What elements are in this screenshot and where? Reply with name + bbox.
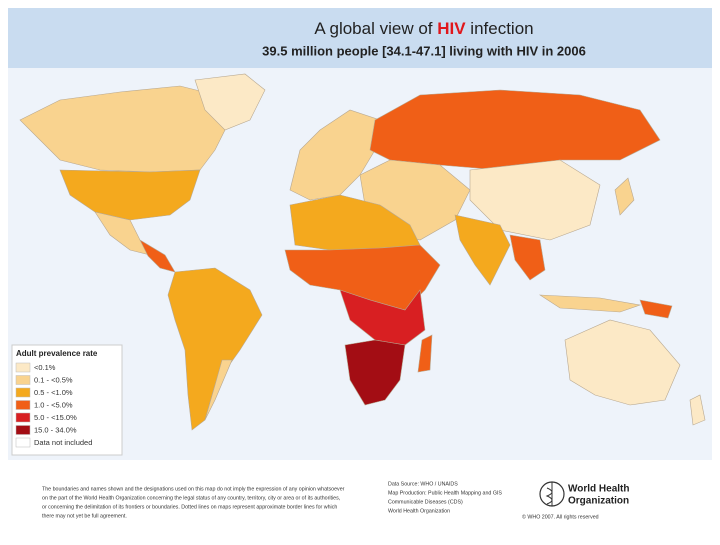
legend-label: 0.1 - <0.5%: [34, 375, 73, 384]
legend-swatch: [15, 400, 31, 410]
legend-swatch: [15, 362, 31, 373]
disclaimer-line: The boundaries and names shown and the d…: [42, 486, 345, 492]
copyright: © WHO 2007. All rights reserved: [522, 513, 599, 520]
legend-label: <0.1%: [34, 363, 56, 372]
china: [469, 159, 601, 241]
legend-box: [11, 344, 123, 456]
legend-title: Adult prevalence rate: [16, 349, 98, 358]
india: [454, 214, 511, 286]
canada: [19, 85, 231, 173]
legend-swatch: [15, 425, 31, 435]
source: Data Source: WHO / UNAIDS Map Production:…: [388, 481, 502, 514]
source-line: Communicable Diseases (CDS): [388, 499, 463, 505]
legend-swatch: [15, 387, 31, 398]
legend-swatch: [15, 375, 31, 385]
title-part: A global view of: [314, 19, 437, 38]
disclaimer-line: on the part of the World Health Organiza…: [42, 495, 340, 501]
japan: [614, 177, 635, 216]
madagascar: [417, 334, 433, 373]
southern-africa: [344, 339, 406, 406]
org-name: World Health: [568, 484, 629, 495]
header-band: [8, 8, 712, 68]
disclaimer: The boundaries and names shown and the d…: [42, 486, 345, 519]
title: A global view of HIV infection: [314, 19, 533, 38]
east-africa: [339, 289, 426, 346]
disclaimer-line: or concerning the delimitation of its fr…: [42, 504, 337, 510]
legend-label: 1.0 - <5.0%: [34, 400, 73, 409]
legend-swatch: [15, 437, 31, 448]
legend-label: 0.5 - <1.0%: [34, 388, 73, 397]
org-name: Organization: [568, 496, 629, 507]
legend-label: 5.0 - <15.0%: [34, 413, 77, 422]
source-line: World Health Organization: [388, 508, 450, 514]
source-line: Data Source: WHO / UNAIDS: [388, 481, 458, 487]
southeast-asia: [509, 234, 546, 281]
legend-label: 15.0 - 34.0%: [34, 425, 77, 434]
southern-cone: [204, 359, 233, 421]
legend-swatch: [15, 412, 31, 423]
title-part: infection: [466, 19, 534, 38]
greenland: [194, 73, 266, 131]
disclaimer-line: there may not yet be full agreement.: [42, 513, 127, 519]
who-logo: [539, 481, 565, 507]
map: [19, 73, 706, 431]
legend-items: <0.1% 0.1 - <0.5% 0.5 - <1.0% 1.0 - <5.0% 5.…: [15, 362, 92, 448]
usa: [59, 169, 201, 221]
central-america: [139, 239, 176, 273]
source-line: Map Production: Public Health Mapping an…: [388, 490, 502, 496]
title-highlight: HIV: [437, 19, 466, 38]
subtitle: 39.5 million people [34.1-47.1] living w…: [262, 43, 586, 58]
papua: [639, 299, 673, 319]
australia: [564, 319, 681, 406]
indonesia: [538, 294, 642, 313]
legend-label: Data not included: [34, 438, 92, 447]
new-zealand: [689, 394, 706, 426]
